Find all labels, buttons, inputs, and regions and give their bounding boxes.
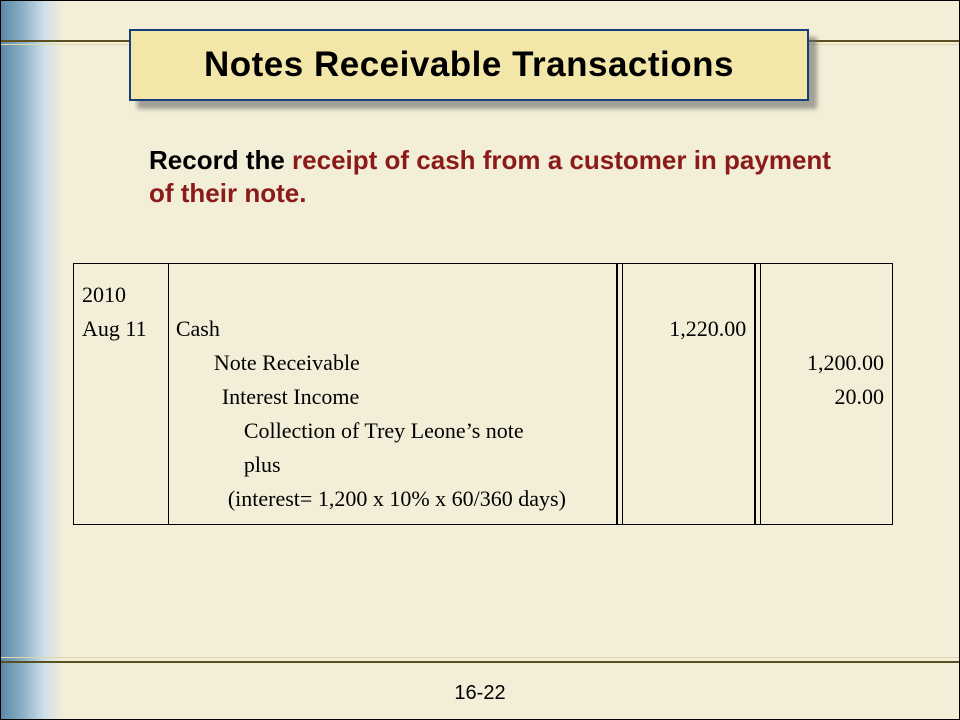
journal-row: (interest= 1,200 x 10% x 60/360 days) bbox=[74, 482, 892, 516]
journal-credit: 20.00 bbox=[754, 380, 892, 414]
journal-desc: (interest= 1,200 x 10% x 60/360 days) bbox=[168, 482, 617, 516]
journal-desc: Cash bbox=[168, 312, 617, 346]
slide-title: Notes Receivable Transactions bbox=[204, 45, 734, 85]
instruction-text: Record the receipt of cash from a custom… bbox=[149, 144, 839, 209]
journal-row: Interest Income 20.00 bbox=[74, 380, 892, 414]
journal-year: 2010 bbox=[74, 278, 168, 312]
journal-credit bbox=[754, 312, 892, 346]
journal-desc: Interest Income bbox=[168, 380, 617, 414]
journal-row: Collection of Trey Leone’s note bbox=[74, 414, 892, 448]
journal-rule-2a bbox=[616, 264, 618, 524]
journal-debit bbox=[617, 380, 755, 414]
journal-desc: plus bbox=[168, 448, 617, 482]
journal-row: plus bbox=[74, 448, 892, 482]
journal-table: 2010 Aug 11 Cash 1,220.00 Note Receivabl… bbox=[74, 264, 892, 530]
journal-credit: 1,200.00 bbox=[754, 346, 892, 380]
journal-rule-2b bbox=[622, 264, 623, 524]
journal-debit bbox=[617, 346, 755, 380]
journal-rule-3b bbox=[760, 264, 761, 524]
journal-row: Note Receivable 1,200.00 bbox=[74, 346, 892, 380]
title-box: Notes Receivable Transactions bbox=[129, 29, 809, 101]
journal-debit: 1,220.00 bbox=[617, 312, 755, 346]
journal-year-row: 2010 bbox=[74, 278, 892, 312]
journal-rule-3a bbox=[754, 264, 756, 524]
journal-date: Aug 11 bbox=[74, 312, 168, 346]
bottom-rule-light bbox=[1, 657, 959, 658]
journal-entry-box: 2010 Aug 11 Cash 1,220.00 Note Receivabl… bbox=[73, 263, 893, 525]
journal-rule-1 bbox=[168, 264, 169, 524]
slide: Notes Receivable Transactions Record the… bbox=[0, 0, 960, 720]
page-number: 16-22 bbox=[1, 682, 959, 705]
instruction-pre: Record the bbox=[149, 145, 292, 175]
journal-row: Aug 11 Cash 1,220.00 bbox=[74, 312, 892, 346]
bottom-rule-dark bbox=[1, 661, 959, 663]
side-gradient bbox=[1, 1, 63, 719]
journal-desc: Note Receivable bbox=[168, 346, 617, 380]
journal-desc: Collection of Trey Leone’s note bbox=[168, 414, 617, 448]
